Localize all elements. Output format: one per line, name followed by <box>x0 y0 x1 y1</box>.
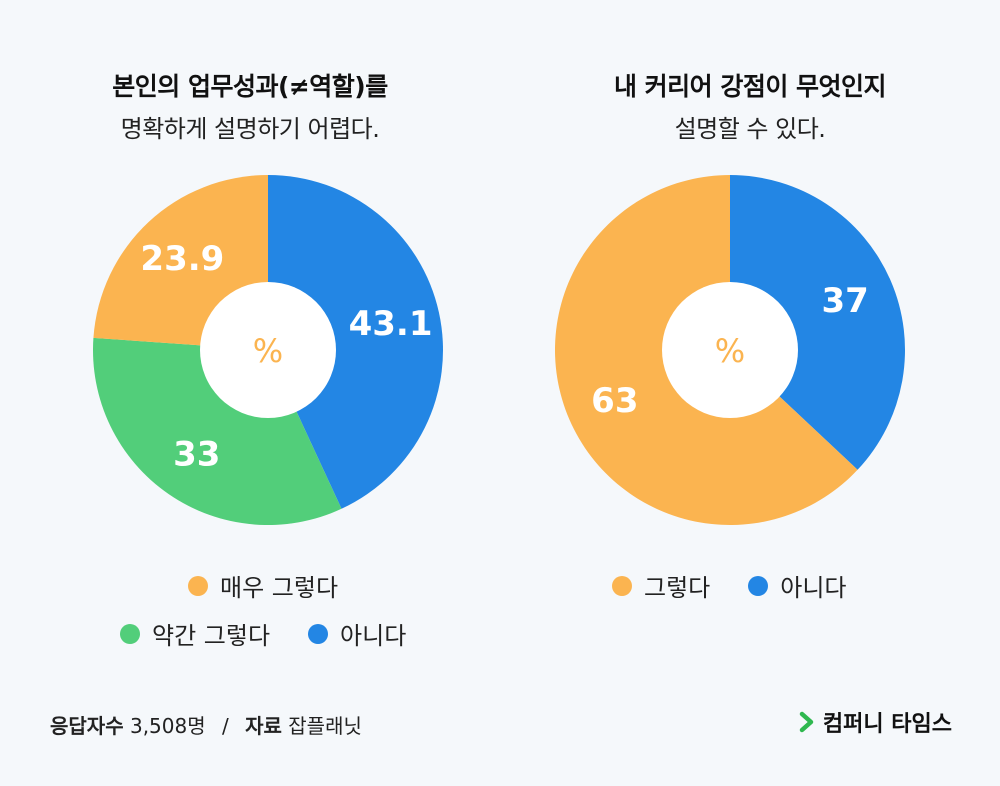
legend-dot <box>308 623 329 644</box>
slice-value-label: 33 <box>173 434 220 474</box>
legend-left-row1: 매우 그렇다 <box>188 568 338 603</box>
percent-unit-label: % <box>715 332 745 370</box>
donut-chart-left: 43.1 33 23.9% <box>93 174 444 525</box>
legend-item: 약간 그렇다 <box>120 616 270 651</box>
legend-label: 매우 그렇다 <box>220 574 339 602</box>
legend-label: 약간 그렇다 <box>152 622 271 650</box>
brand-name: 컴퍼니 타임스 <box>822 712 952 737</box>
slice-value-label: 63 <box>591 381 638 421</box>
chart-left-subtitle: 명확하게 설명하기 어렵다. <box>120 115 380 143</box>
chart-right-title: 내 커리어 강점이 무엇인지 <box>613 72 887 101</box>
respondents-value: 3,508명 <box>129 714 206 738</box>
pie-slice-아니다 <box>730 175 905 470</box>
chart-left-title: 본인의 업무성과(≠역할)를 <box>112 72 388 101</box>
footer-meta: 응답자수 3,508명 / 자료 잡플래닛 <box>50 710 362 739</box>
legend-label: 그렇다 <box>644 574 711 602</box>
legend-left-row2: 약간 그렇다 아니다 <box>120 616 406 651</box>
chart-right: 내 커리어 강점이 무엇인지 설명할 수 있다. <box>500 0 1000 680</box>
legend-right-row: 그렇다 아니다 <box>612 568 847 603</box>
source-value: 잡플래닛 <box>288 714 362 738</box>
chart-right-title-block: 내 커리어 강점이 무엇인지 설명할 수 있다. <box>500 66 1000 150</box>
slice-value-label: 43.1 <box>349 304 433 344</box>
donut-hole <box>662 282 798 418</box>
pie-slice-아니다 <box>268 175 444 509</box>
legend-item: 아니다 <box>748 568 847 603</box>
legend-label: 아니다 <box>340 622 407 650</box>
respondents-label: 응답자수 <box>50 714 124 738</box>
donut-chart-right: 37 63% <box>555 175 905 525</box>
legend-dot <box>748 575 769 596</box>
legend-dot <box>612 575 632 596</box>
donut-hole <box>200 282 336 418</box>
legend-item: 그렇다 <box>612 568 710 603</box>
brand-logo: 컴퍼니 타임스 <box>799 706 952 738</box>
chart-left-title-block: 본인의 업무성과(≠역할)를 명확하게 설명하기 어렵다. <box>0 66 500 150</box>
chart-left: 본인의 업무성과(≠역할)를 명확하게 설명하기 어렵다. <box>0 0 500 680</box>
footer-separator: / <box>221 714 229 738</box>
legend-item: 매우 그렇다 <box>188 568 338 603</box>
legend-dot <box>188 575 208 596</box>
chevron-right-icon <box>799 711 814 733</box>
slice-value-label: 37 <box>822 281 869 321</box>
legend-item: 아니다 <box>308 616 406 651</box>
source-label: 자료 <box>245 714 282 738</box>
percent-unit-label: % <box>253 332 283 370</box>
chart-right-subtitle: 설명할 수 있다. <box>674 115 826 143</box>
legend-dot <box>120 623 140 644</box>
slice-value-label: 23.9 <box>140 239 224 279</box>
legend-label: 아니다 <box>780 574 847 602</box>
